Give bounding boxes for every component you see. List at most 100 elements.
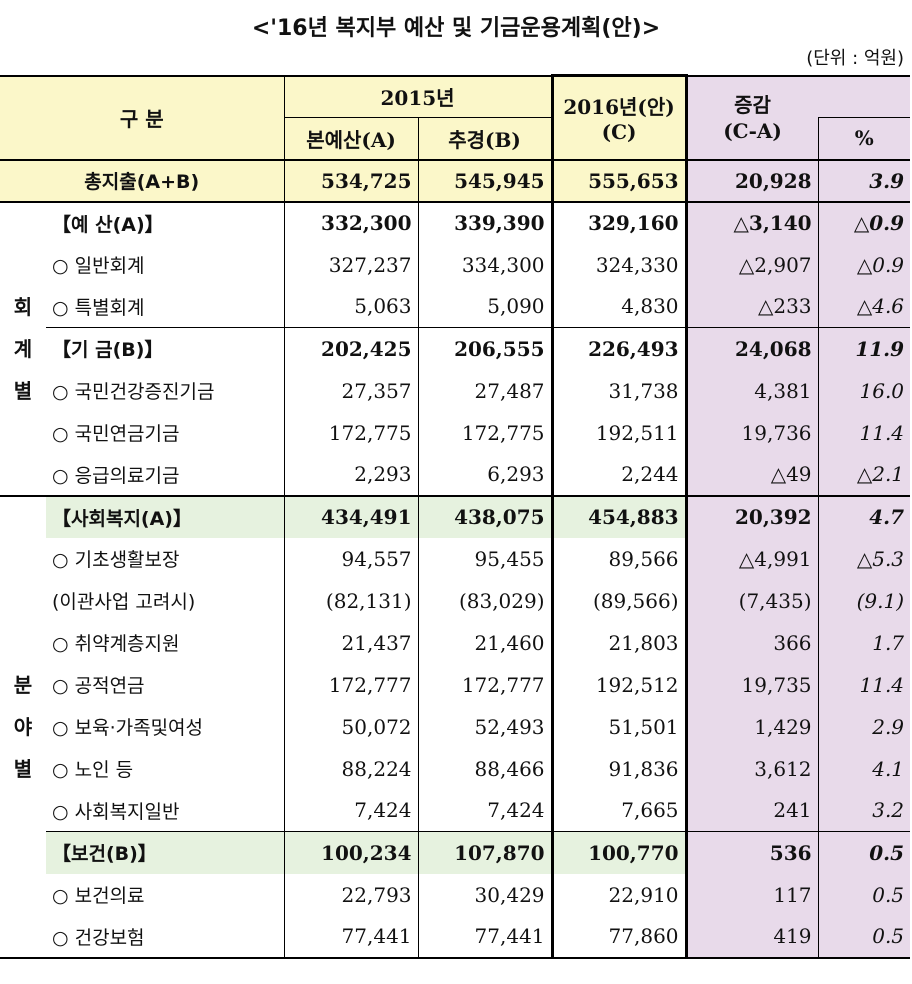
cell-pct: △0.9 (817, 201, 911, 244)
cell-pct: △4.6 (817, 285, 911, 328)
cell-2016: 454,883 (550, 494, 688, 538)
cell-change: 24,068 (685, 327, 819, 370)
cell-2016: 4,830 (550, 285, 688, 328)
table-body: 총지출(A+B) 534,725 545,945 555,653 20,928 … (0, 158, 911, 959)
table-title: <'16년 복지부 예산 및 기금운용계획(안)> (251, 16, 661, 41)
row-label: 【기 금(B)】 (46, 327, 285, 370)
row-label: 【보건(B)】 (46, 831, 285, 874)
cell-pct: △0.9 (817, 243, 911, 286)
cell-pct: 4.1 (817, 747, 911, 790)
table-row: 【기 금(B)】 202,425 206,555 226,493 24,068 11.9 (0, 327, 911, 370)
row-label: ○ 노인 등 (46, 747, 285, 790)
row-label: ○ 건강보험 (46, 915, 285, 959)
table-row: 【보건(B)】 100,234 107,870 100,770 536 0.5 (0, 831, 911, 874)
table-row: ○ 취약계층지원 21,437 21,460 21,803 366 1.7 (0, 621, 911, 664)
unit-note: (단위 : 억원) (806, 48, 904, 69)
cell-base: (82,131) (284, 579, 419, 622)
cell-supp: 206,555 (418, 327, 553, 370)
row-label: ○ 국민연금기금 (46, 411, 285, 454)
cell-2016: 2,244 (550, 453, 688, 497)
cell-supp: 21,460 (418, 621, 553, 664)
table-row: ○ 특별회계 5,063 5,090 4,830 △233 △4.6 (0, 285, 911, 328)
cell-2016: 7,665 (550, 789, 688, 832)
header-2016: 2016년(안) (C) (550, 74, 688, 160)
table-row: ○ 기초생활보장 94,557 95,455 89,566 △4,991 △5.3 (0, 537, 911, 580)
row-label: ○ 공적연금 (46, 663, 285, 706)
row-label: (이관사업 고려시) (46, 579, 285, 622)
budget-table: 구 분 2015년 2016년(안) (C) 증감 (C-A) 본예산(A) 추… (0, 74, 911, 959)
total-a: 534,725 (284, 158, 419, 203)
cell-pct: 3.2 (817, 789, 911, 832)
row-label: ○ 응급의료기금 (46, 453, 285, 497)
table-row: ○ 일반회계 327,237 334,300 324,330 △2,907 △0.9 (0, 243, 911, 286)
cell-supp: 52,493 (418, 705, 553, 748)
cell-2016: 91,836 (550, 747, 688, 790)
row-label: ○ 보육·가족및여성 (46, 705, 285, 748)
table-row: ○ 보육·가족및여성 50,072 52,493 51,501 1,429 2.9 (0, 705, 911, 748)
cell-2016: 192,512 (550, 663, 688, 706)
cell-supp: (83,029) (418, 579, 553, 622)
cell-base: 2,293 (284, 453, 419, 497)
table-row: ○ 국민연금기금 172,775 172,775 192,511 19,736 11.4 (0, 411, 911, 454)
cell-base: 100,234 (284, 831, 419, 874)
cell-2016: 77,860 (550, 915, 688, 959)
cell-pct: 11.9 (817, 327, 911, 370)
cell-base: 5,063 (284, 285, 419, 328)
cell-2016: (89,566) (550, 579, 688, 622)
cell-base: 202,425 (284, 327, 419, 370)
cell-change: △233 (685, 285, 819, 328)
cell-change: 1,429 (685, 705, 819, 748)
cell-base: 50,072 (284, 705, 419, 748)
cell-base: 327,237 (284, 243, 419, 286)
header-blank (818, 74, 911, 118)
cell-2016: 192,511 (550, 411, 688, 454)
row-label: 【사회복지(A)】 (46, 494, 285, 538)
cell-2016: 324,330 (550, 243, 688, 286)
cell-base: 27,357 (284, 369, 419, 412)
cell-pct: 11.4 (817, 411, 911, 454)
total-b: 545,945 (418, 158, 553, 203)
header-pct: % (817, 117, 911, 160)
cell-base: 434,491 (284, 494, 419, 538)
cell-supp: 27,487 (418, 369, 553, 412)
cell-base: 88,224 (284, 747, 419, 790)
table-row: ○ 사회복지일반 7,424 7,424 7,665 241 3.2 (0, 789, 911, 832)
cell-2016: 31,738 (550, 369, 688, 412)
cell-2016: 100,770 (550, 831, 688, 874)
cell-change: △3,140 (685, 201, 819, 244)
cell-2016: 22,910 (550, 873, 688, 916)
cell-base: 94,557 (284, 537, 419, 580)
cell-base: 332,300 (284, 201, 419, 244)
cell-supp: 30,429 (418, 873, 553, 916)
table-row: ○ 응급의료기금 2,293 6,293 2,244 △49 △2.1 (0, 453, 911, 497)
total-c: 555,653 (550, 158, 688, 203)
cell-2016: 21,803 (550, 621, 688, 664)
cell-2016: 51,501 (550, 705, 688, 748)
cell-pct: (9.1) (817, 579, 911, 622)
cell-supp: 334,300 (418, 243, 553, 286)
row-label: ○ 기초생활보장 (46, 537, 285, 580)
cell-change: (7,435) (685, 579, 819, 622)
total-p: 3.9 (817, 158, 911, 203)
row-label: ○ 보건의료 (46, 873, 285, 916)
cell-supp: 172,775 (418, 411, 553, 454)
cell-base: 172,775 (284, 411, 419, 454)
cell-supp: 172,777 (418, 663, 553, 706)
cell-change: 241 (685, 789, 819, 832)
cell-change: 19,735 (685, 663, 819, 706)
cell-pct: △5.3 (817, 537, 911, 580)
cell-change: △4,991 (685, 537, 819, 580)
cell-pct: 2.9 (817, 705, 911, 748)
cell-change: 117 (685, 873, 819, 916)
row-label: ○ 취약계층지원 (46, 621, 285, 664)
header-gubun: 구 분 (0, 74, 285, 160)
cell-supp: 95,455 (418, 537, 553, 580)
cell-change: 19,736 (685, 411, 819, 454)
table-row: (이관사업 고려시) (82,131) (83,029) (89,566) (7,435… (0, 579, 911, 622)
cell-supp: 88,466 (418, 747, 553, 790)
cell-base: 7,424 (284, 789, 419, 832)
row-label: ○ 특별회계 (46, 285, 285, 328)
header-base: 본예산(A) (284, 117, 419, 160)
